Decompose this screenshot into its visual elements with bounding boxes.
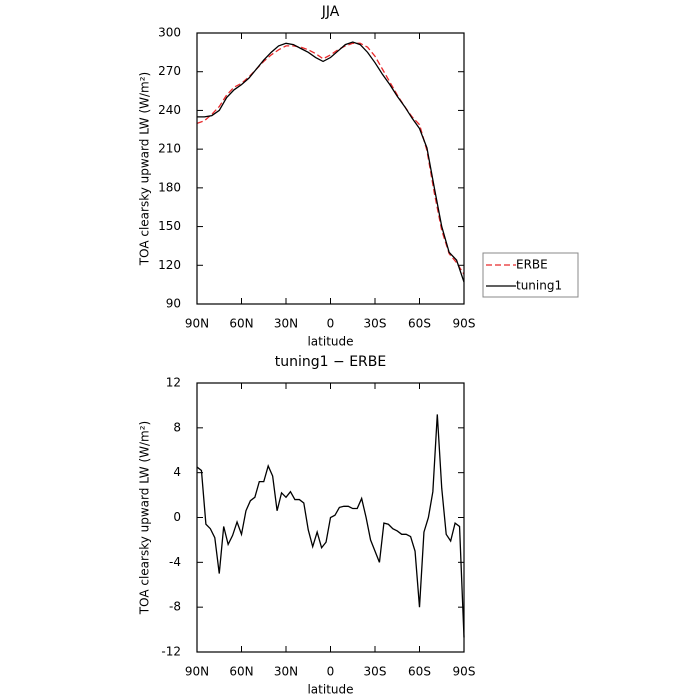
- x-tick-label: 90N: [185, 317, 209, 331]
- y-axis-label: TOA clearsky upward LW (W/m²): [138, 421, 152, 615]
- x-tick-label: 60N: [229, 317, 253, 331]
- y-tick-label: 300: [158, 26, 181, 40]
- plot-frame: [196, 32, 465, 305]
- y-tick-label: 8: [173, 420, 181, 434]
- plot-frame: [196, 382, 465, 653]
- y-tick-label: 270: [158, 64, 181, 78]
- legend-box: [482, 252, 579, 298]
- y-tick-label: 150: [158, 219, 181, 233]
- y-axis-label: TOA clearsky upward LW (W/m²): [138, 72, 152, 266]
- data-line: [197, 41, 465, 283]
- legend-label: ERBE: [516, 258, 548, 272]
- chart-title: JJA: [321, 4, 340, 20]
- y-tick-label: 12: [166, 376, 181, 390]
- y-tick-label: 90: [166, 297, 181, 311]
- x-tick-label: 30S: [364, 665, 387, 679]
- y-tick-label: -4: [169, 555, 181, 569]
- chart-title: tuning1 − ERBE: [275, 354, 386, 370]
- y-tick-label: 180: [158, 180, 181, 194]
- x-tick-label: 30S: [364, 317, 387, 331]
- y-tick-label: 120: [158, 258, 181, 272]
- x-tick-label: 90S: [453, 317, 476, 331]
- x-tick-label: 60S: [408, 317, 431, 331]
- y-tick-label: 240: [158, 103, 181, 117]
- y-tick-label: -8: [169, 600, 181, 614]
- x-tick-label: 30N: [274, 317, 298, 331]
- x-tick-label: 0: [327, 665, 335, 679]
- y-tick-label: 0: [173, 510, 181, 524]
- x-tick-label: 0: [327, 317, 335, 331]
- x-axis-label: latitude: [307, 683, 353, 697]
- x-tick-label: 90S: [453, 665, 476, 679]
- x-tick-label: 90N: [185, 665, 209, 679]
- data-line: [196, 414, 465, 638]
- y-tick-label: 210: [158, 142, 181, 156]
- x-axis-label: latitude: [307, 335, 353, 349]
- data-line: [196, 42, 465, 275]
- y-tick-label: -12: [161, 645, 181, 659]
- x-tick-label: 60S: [408, 665, 431, 679]
- x-tick-label: 60N: [229, 665, 253, 679]
- x-tick-label: 30N: [274, 665, 298, 679]
- y-tick-label: 4: [173, 465, 181, 479]
- legend-label: tuning1: [516, 279, 562, 293]
